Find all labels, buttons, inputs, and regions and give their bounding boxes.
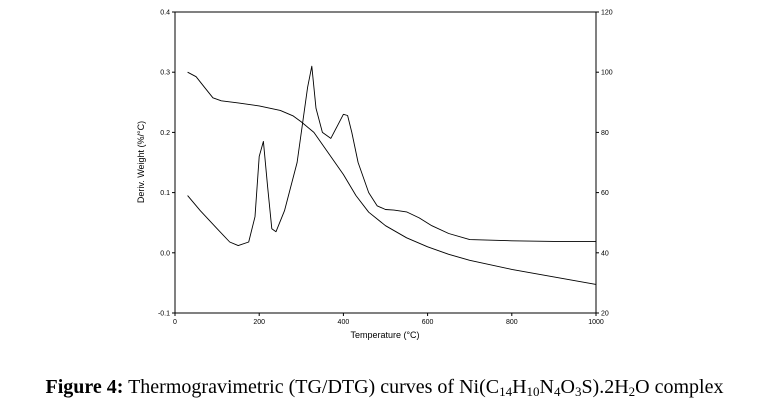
y-tick-label: 0.0 (160, 250, 170, 257)
y-axis-label: Deriv. Weight (%/°C) (136, 121, 146, 203)
chart: -0.1 0.0 0.1 0.2 0.3 0.4 20 40 60 80 100 120 0 200 4… (136, 10, 613, 341)
caption-sub-3: 4 (553, 384, 561, 399)
plot-frame (174, 11, 597, 314)
x-axis-ticks: 0 200 400 600 800 1000 (173, 313, 604, 326)
y2-tick-label: 20 (601, 311, 609, 318)
figure-caption: Figure 4: Thermogravimetric (TG/DTG) cur… (0, 376, 769, 399)
caption-sub-1: 14 (499, 384, 513, 399)
x-axis-label: Temperature (°C) (350, 330, 419, 340)
x-tick-label: 0 (173, 319, 177, 326)
caption-text: Thermogravimetric (TG/DTG) curves of Ni(… (123, 376, 500, 398)
y2-tick-label: 40 (601, 250, 609, 257)
y2-tick-label: 100 (601, 70, 613, 77)
left-axis-ticks: -0.1 0.0 0.1 0.2 0.3 0.4 (158, 10, 175, 318)
caption-sub-2: 10 (526, 384, 540, 399)
caption-text-2: H (512, 376, 527, 398)
x-tick-label: 400 (338, 319, 350, 326)
right-axis-ticks: 20 40 60 80 100 120 (596, 10, 613, 318)
y-tick-label: 0.3 (160, 70, 170, 77)
y-tick-label: 0.2 (160, 130, 170, 137)
x-tick-label: 1000 (588, 319, 604, 326)
series-lines (187, 65, 597, 285)
y2-tick-label: 120 (601, 10, 613, 17)
x-tick-label: 200 (253, 319, 265, 326)
caption-text-4: O (560, 376, 575, 398)
caption-text-6: O complex (635, 376, 724, 398)
caption-text-5: S).2H (581, 376, 629, 398)
x-tick-label: 800 (506, 319, 518, 326)
caption-label: Figure 4: (45, 376, 124, 398)
dtg-curve-line (187, 65, 596, 247)
caption-text-3: N (539, 376, 554, 398)
y-tick-label: 0.1 (160, 190, 170, 197)
y2-tick-label: 80 (601, 130, 609, 137)
y2-tick-label: 60 (601, 190, 609, 197)
caption-sub-4: 3 (574, 384, 582, 399)
y-tick-label: -0.1 (158, 311, 170, 318)
tg-curve-line (187, 71, 597, 285)
x-tick-label: 600 (422, 319, 434, 326)
caption-sub-5: 2 (628, 384, 636, 399)
y-tick-label: 0.4 (160, 10, 170, 17)
